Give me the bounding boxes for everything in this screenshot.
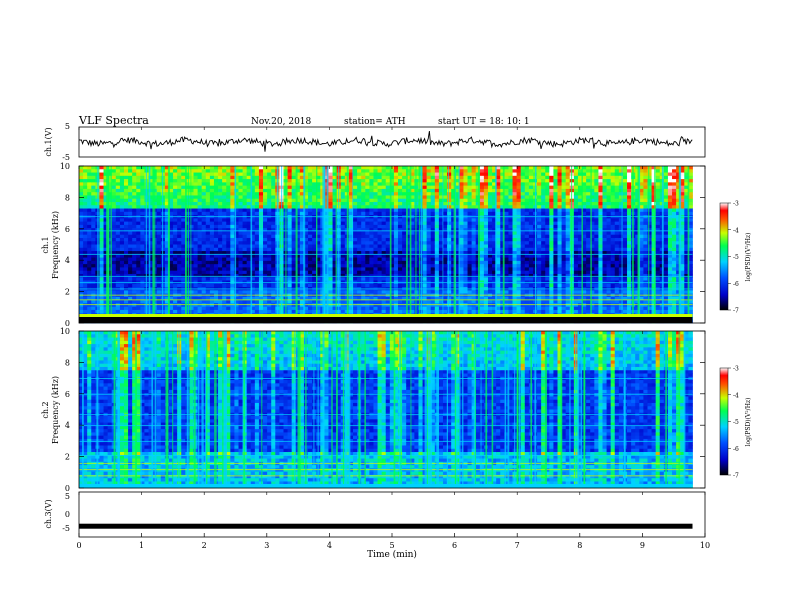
ch2-spec-ytick-8: 8 <box>65 358 70 367</box>
ch1-spec-ytick-8: 8 <box>65 193 70 202</box>
ch1-spec-ylabel-frequency: Frequency (kHz) <box>51 211 60 279</box>
ch1-spectrogram-image <box>79 166 705 324</box>
ch3-wave-ytick-5: 5 <box>65 492 70 501</box>
time-tick-6: 6 <box>452 541 457 550</box>
ch2-colorbar-tick--7: -7 <box>733 473 739 480</box>
time-tick-8: 8 <box>577 541 582 550</box>
ch2-colorbar-tick--3: -3 <box>733 366 739 373</box>
time-tick-10: 10 <box>700 541 710 550</box>
ch2-spec-ylabel-frequency: Frequency (kHz) <box>51 376 60 444</box>
time-tick-4: 4 <box>327 541 332 550</box>
ch1-spec-ylabel-channel: ch.1 <box>41 236 50 253</box>
figure-title: VLF Spectra <box>78 114 149 127</box>
ch1-spec-ytick-10: 10 <box>60 162 70 171</box>
time-tick-9: 9 <box>640 541 645 550</box>
time-axis: 0 1 2 3 4 5 6 7 8 9 10 <box>76 127 710 550</box>
ch2-colorbar-label: log(PSD)(V²/Hz) <box>745 398 752 447</box>
ch1-wave-line <box>78 131 693 152</box>
ch1-spec-ytick-4: 4 <box>65 256 70 265</box>
time-axis-label: Time (min) <box>367 549 417 560</box>
ch2-spec-ytick-4: 4 <box>65 421 70 430</box>
ch3-waveform-panel: 5 0 -5 ch.3(V) <box>44 491 706 538</box>
ch1-colorbar <box>719 202 729 311</box>
ch1-colorbar-label: log(PSD)(V²/Hz) <box>745 233 752 282</box>
time-tick-5: 5 <box>389 541 394 550</box>
ch2-spec-ytick-2: 2 <box>65 453 70 462</box>
ch2-spec-ytick-10: 10 <box>60 327 70 336</box>
station-label: station= ATH <box>344 117 406 127</box>
start-time-label: start UT = 18: 10: 1 <box>438 117 530 127</box>
ch1-colorbar-tick--4: -4 <box>733 227 739 234</box>
date-label: Nov.20, 2018 <box>251 117 312 127</box>
ch2-spec-ylabel-channel: ch.2 <box>41 401 50 418</box>
time-tick-7: 7 <box>515 541 520 550</box>
ch3-wave-ytick-neg5: -5 <box>62 524 70 533</box>
ch2-spec-ytick-6: 6 <box>65 390 70 399</box>
ch2-colorbar-tick--5: -5 <box>733 419 739 426</box>
ch1-colorbar-tick--3: -3 <box>733 201 739 208</box>
ch3-wave-ylabel: ch.3(V) <box>44 499 53 528</box>
ch1-spec-ytick-0: 0 <box>65 319 70 328</box>
ch1-waveform-panel: 5 -5 ch.1(V) <box>44 122 706 162</box>
ch1-colorbar-tick--6: -6 <box>733 281 739 288</box>
ch1-colorbar-tick--7: -7 <box>733 308 739 315</box>
ch2-colorbar-tick--4: -4 <box>733 392 739 399</box>
time-tick-3: 3 <box>264 541 269 550</box>
ch1-wave-ytick-5: 5 <box>65 122 70 131</box>
time-tick-2: 2 <box>202 541 207 550</box>
time-tick-1: 1 <box>139 541 144 550</box>
ch1-spec-ytick-6: 6 <box>65 225 70 234</box>
ch1-colorbar-tick--5: -5 <box>733 254 739 261</box>
ch2-spectrogram-image <box>79 331 705 489</box>
ch1-wave-ytick-neg5: -5 <box>62 153 70 162</box>
ch3-wave-line <box>79 523 693 529</box>
ch3-wave-frame <box>78 491 706 538</box>
ch3-wave-ytick-0: 0 <box>65 510 70 519</box>
ch2-colorbar-tick--6: -6 <box>733 446 739 453</box>
ch2-spec-ytick-0: 0 <box>65 484 70 493</box>
ch1-wave-ylabel: ch.1(V) <box>44 127 53 156</box>
time-tick-0: 0 <box>76 541 81 550</box>
ch1-spec-ytick-2: 2 <box>65 288 70 297</box>
ch2-colorbar <box>719 367 729 476</box>
